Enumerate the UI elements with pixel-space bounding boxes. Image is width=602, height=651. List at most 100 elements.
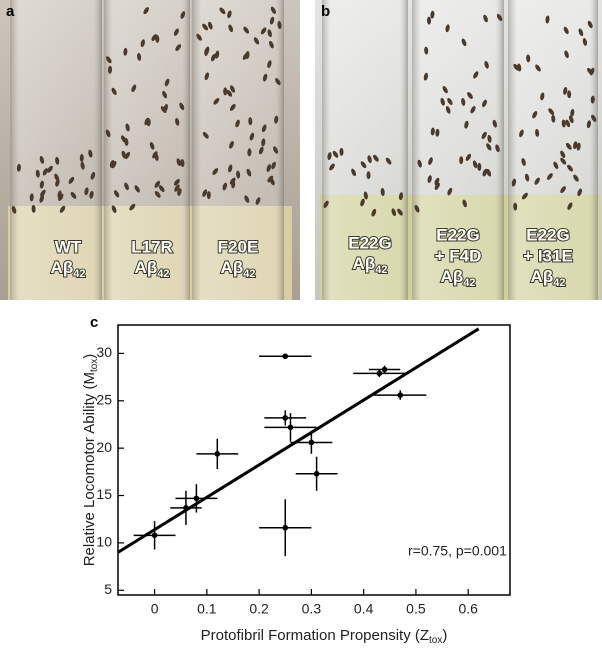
fly (84, 187, 89, 196)
fly (212, 168, 219, 175)
x-tick-label: 0.3 (302, 601, 322, 617)
fly (535, 128, 540, 137)
fly (124, 137, 129, 146)
fly (275, 78, 281, 86)
tube-label: WT (55, 237, 82, 256)
fly (121, 150, 127, 159)
tube-peptide: Aβ42 (51, 258, 86, 279)
fly (521, 192, 528, 200)
fly (492, 119, 497, 128)
fly (561, 119, 566, 128)
point (151, 532, 158, 539)
peptide-name: Aβ (51, 258, 74, 277)
fly (467, 92, 473, 99)
fly (484, 60, 489, 69)
x-label: Protofibril Formation Propensity (Ztox) (201, 627, 448, 646)
y-tick-label: 10 (96, 534, 112, 550)
fly (137, 52, 142, 61)
point (282, 415, 289, 421)
point (214, 451, 221, 457)
fly (524, 173, 530, 182)
y-tick-label: 5 (104, 581, 112, 597)
fly (526, 54, 531, 63)
fly (486, 168, 492, 177)
fly (424, 46, 429, 55)
fly (35, 169, 40, 178)
fly (482, 168, 488, 177)
fly (229, 103, 236, 111)
fly (465, 153, 472, 161)
point (376, 370, 383, 377)
fly (360, 198, 365, 207)
fly (277, 21, 282, 29)
fly (111, 87, 117, 96)
fly (208, 21, 213, 30)
fly (482, 99, 487, 108)
fly (236, 170, 241, 179)
fly (219, 7, 226, 15)
fly (228, 164, 233, 173)
fly (565, 119, 571, 128)
fly (548, 108, 555, 115)
fly (577, 188, 583, 197)
fly (196, 33, 202, 41)
fly (267, 29, 272, 38)
fly (578, 28, 584, 37)
fly (129, 203, 136, 211)
fly (366, 171, 371, 180)
fly (246, 168, 252, 177)
fly (534, 177, 540, 185)
fly (351, 168, 357, 177)
fly (248, 117, 253, 126)
fly (202, 131, 209, 139)
fly (545, 15, 550, 24)
x-tick-label: 0 (151, 601, 159, 617)
fly (174, 184, 180, 192)
fly (591, 114, 597, 122)
fly (259, 146, 264, 155)
x-tick-label: 0.6 (458, 601, 478, 617)
point (287, 424, 294, 431)
point (282, 524, 289, 531)
fly (428, 157, 433, 165)
fly (461, 97, 466, 106)
fly (576, 142, 581, 151)
fly (440, 97, 445, 106)
fly (590, 95, 595, 104)
point (308, 439, 315, 446)
fly (445, 24, 450, 33)
fly (391, 208, 397, 217)
point (193, 495, 200, 502)
annotation: r=0.75, p=0.001 (408, 543, 507, 559)
fly (154, 191, 161, 198)
fly (573, 174, 579, 182)
fly (226, 89, 233, 97)
point (381, 366, 388, 373)
fly (111, 160, 117, 169)
fly (106, 56, 112, 64)
fly (495, 144, 500, 153)
fly (269, 16, 275, 25)
fly (414, 204, 420, 213)
photo-b (315, 0, 602, 300)
fly (11, 205, 17, 214)
point (313, 470, 320, 477)
label-sub: tox (429, 635, 442, 646)
plot-frame (117, 324, 511, 596)
fly (124, 151, 131, 160)
peptide-sub: 42 (375, 264, 387, 276)
tube-peptide: Aβ42 (531, 267, 566, 288)
fly (496, 13, 503, 22)
fly (244, 195, 250, 203)
fly (535, 64, 541, 72)
fly (105, 129, 111, 138)
fly (151, 34, 157, 42)
fly (245, 51, 250, 59)
fly (447, 97, 453, 106)
y-tick-label: 30 (96, 344, 112, 360)
fly (423, 72, 429, 81)
fly (385, 157, 392, 165)
fly (266, 164, 272, 172)
tube-label: E22G (526, 225, 569, 244)
